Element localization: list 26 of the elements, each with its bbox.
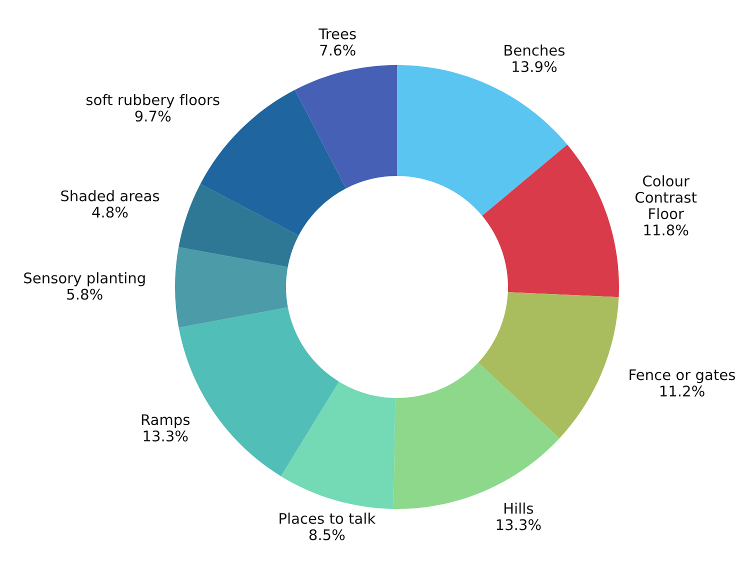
slice-label: Places to talk (280, 512, 376, 524)
slice-label: Shaded areas (61, 190, 160, 202)
data-label: 7.6% (320, 44, 356, 56)
donut-slice (178, 184, 299, 268)
donut-slice (478, 292, 619, 438)
donut-slice (175, 247, 288, 328)
data-label: 13.3% (144, 430, 188, 442)
slice-label: Trees (318, 28, 356, 40)
slice-label: Fence or gates (630, 369, 736, 384)
donut-slice (294, 65, 397, 188)
donut-slice (280, 382, 396, 509)
slice-label: soft rubbery floors (86, 94, 220, 108)
donut-slice (482, 144, 619, 298)
data-label: 11.8% (644, 224, 688, 236)
data-label: 8.5% (309, 529, 345, 540)
data-label: 4.8% (92, 206, 128, 218)
data-label: 9.7% (135, 110, 171, 122)
slice-label: Ramps (142, 414, 190, 428)
slice-label: Hills (504, 502, 534, 514)
data-label: 13.9% (512, 61, 557, 72)
data-label: 5.8% (67, 288, 102, 300)
data-label: 13.3% (496, 519, 541, 530)
slice-label: Benches (504, 44, 565, 56)
slice-label: Sensory planting (24, 272, 145, 286)
data-label: 11.2% (660, 386, 704, 397)
slice-label: Colour Contrast Floor (636, 175, 697, 220)
